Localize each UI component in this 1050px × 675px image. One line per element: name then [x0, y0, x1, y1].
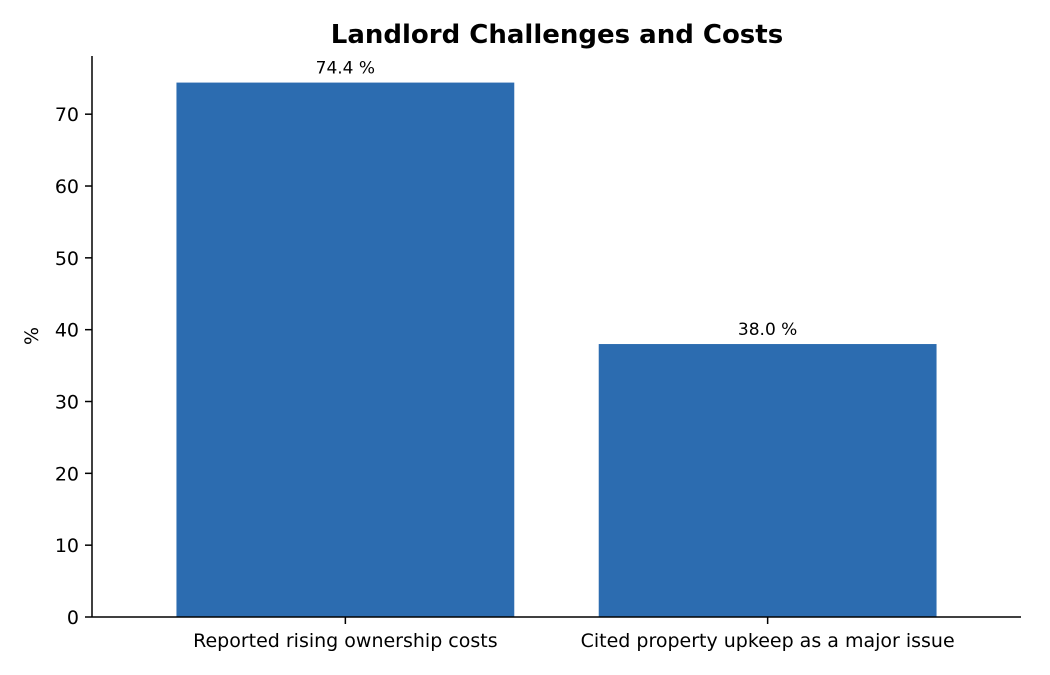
- y-tick-label-0: 0: [67, 607, 79, 629]
- data-labels-group: 74.4 % 38.0 %: [316, 59, 798, 340]
- y-axis-ticks: 0 10 20 30 40 50 60 70: [55, 104, 92, 629]
- y-tick-label-70: 70: [55, 104, 79, 126]
- y-tick-label-50: 50: [55, 248, 79, 270]
- x-tick-label-1: Reported rising ownership costs: [193, 630, 498, 652]
- y-tick-label-40: 40: [55, 320, 79, 342]
- y-tick-label-60: 60: [55, 176, 79, 198]
- y-tick-label-20: 20: [55, 463, 79, 485]
- x-axis-ticks: Reported rising ownership costs Cited pro…: [193, 617, 955, 652]
- y-axis-label: %: [21, 327, 43, 345]
- bars-group: [176, 82, 937, 618]
- y-tick-label-30: 30: [55, 392, 79, 414]
- data-label-1: 74.4 %: [316, 59, 375, 79]
- bar-2: [598, 344, 937, 617]
- x-tick-label-2: Cited property upkeep as a major issue: [581, 630, 955, 652]
- y-tick-label-10: 10: [55, 535, 79, 557]
- bar-1: [176, 82, 515, 618]
- chart-title: Landlord Challenges and Costs: [331, 20, 783, 50]
- data-label-2: 38.0 %: [738, 320, 797, 340]
